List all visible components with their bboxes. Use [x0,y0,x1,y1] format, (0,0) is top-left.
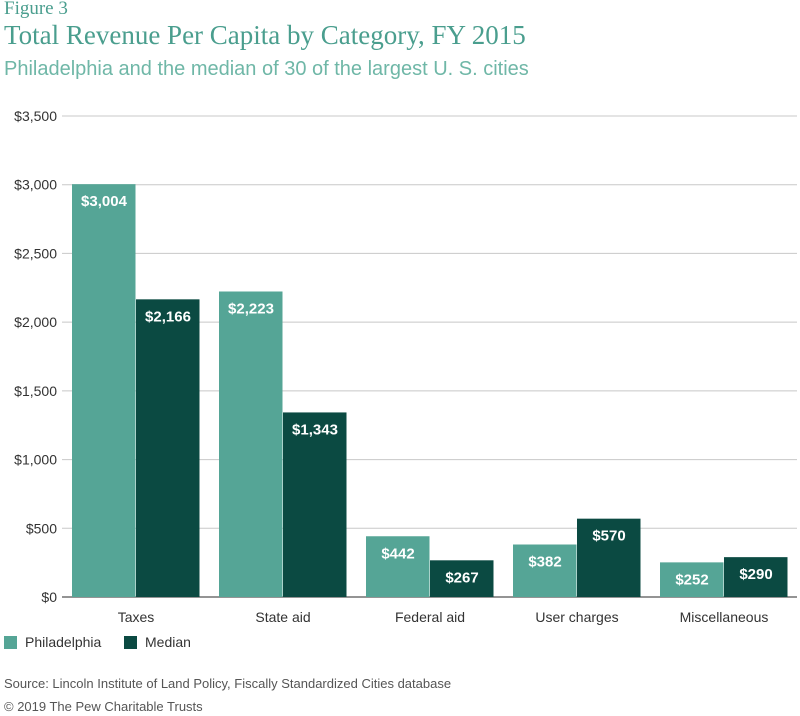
data-label: $3,004 [81,193,128,210]
legend-label-median: Median [145,634,191,650]
legend-item-philadelphia: Philadelphia [4,634,101,650]
data-label: $570 [592,528,625,545]
data-label: $290 [739,566,772,583]
chart-title: Total Revenue Per Capita by Category, FY… [4,20,526,50]
y-tick-label: $3,000 [14,177,57,193]
data-label: $1,343 [292,421,338,438]
bar [136,299,200,597]
data-label: $267 [445,569,478,586]
y-tick-label: $1,000 [14,452,57,468]
data-label: $382 [528,554,561,571]
bar [513,544,577,597]
bar [577,518,641,597]
bar [366,536,430,597]
chart-subtitle: Philadelphia and the median of 30 of the… [4,58,529,80]
source-note: Source: Lincoln Institute of Land Policy… [4,676,452,691]
y-tick-label: $3,500 [14,108,57,124]
x-tick-label: User charges [535,609,618,625]
legend-label-philadelphia: Philadelphia [25,634,102,650]
figure-label: Figure 3 [4,0,68,19]
bar [283,412,347,597]
y-tick-label: $2,500 [14,245,57,261]
y-tick-label: $2,000 [14,314,57,330]
x-tick-label: State aid [255,609,310,625]
legend-swatch-median [124,635,137,649]
data-label: $2,166 [145,308,191,325]
x-tick-label: Miscellaneous [680,609,769,625]
data-label: $442 [381,545,414,562]
legend-swatch-philadelphia [4,635,17,649]
x-tick-label: Taxes [118,609,155,625]
bar [219,291,283,597]
bar [724,557,788,597]
bar [430,560,494,597]
data-label: $252 [675,571,708,588]
legend-item-median: Median [124,634,191,650]
x-tick-label: Federal aid [395,609,465,625]
y-tick-label: $500 [26,520,57,536]
bar [660,562,724,597]
y-tick-label: $1,500 [14,383,57,399]
y-tick-label: $0 [41,589,57,605]
copyright-note: © 2019 The Pew Charitable Trusts [4,699,203,714]
bar [72,184,136,598]
bar-chart: $0 $500 $1,000 $1,500 $2,000 $2,500 $3,000 $3,5… [14,108,797,625]
data-label: $2,223 [228,300,274,317]
